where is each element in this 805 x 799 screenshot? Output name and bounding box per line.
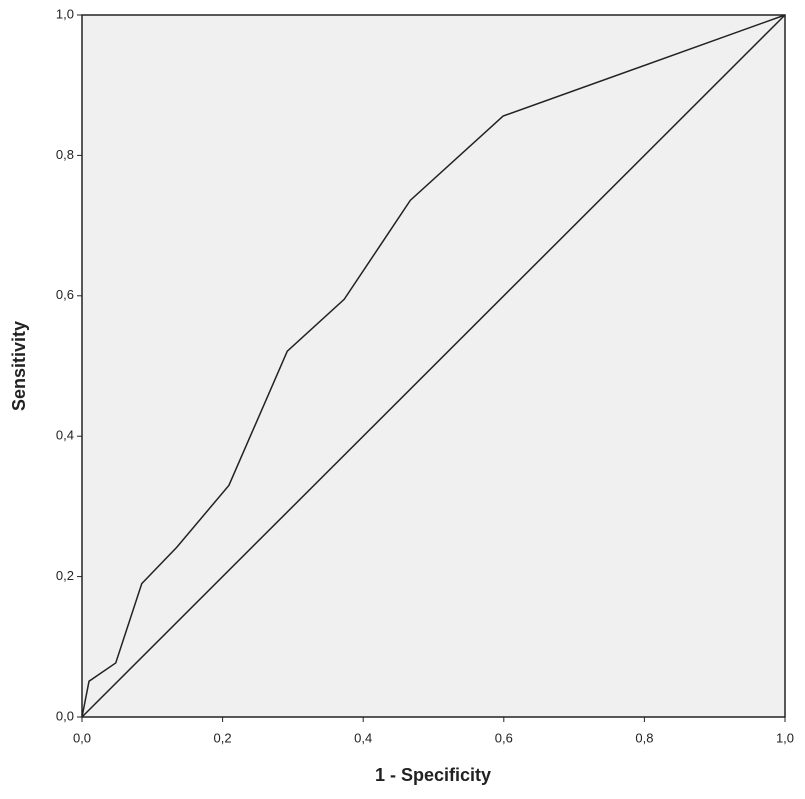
y-tick-label: 0,4 xyxy=(56,428,74,443)
x-tick-label: 0,4 xyxy=(354,730,372,745)
y-tick-label: 0,8 xyxy=(56,147,74,162)
y-tick-label: 0,2 xyxy=(56,568,74,583)
roc-line xyxy=(81,14,786,718)
x-axis-title: 1 - Specificity xyxy=(375,765,491,785)
y-tick-label: 0,0 xyxy=(56,708,74,723)
roc-line xyxy=(81,14,786,718)
x-tick-label: 0,0 xyxy=(73,730,91,745)
x-tick-label: 0,2 xyxy=(214,730,232,745)
y-tick-label: 0,6 xyxy=(56,287,74,302)
y-tick-label: 1,0 xyxy=(56,6,74,21)
y-axis-title: Sensitivity xyxy=(9,321,29,411)
x-tick-label: 1,0 xyxy=(776,730,794,745)
x-tick-label: 0,6 xyxy=(495,730,513,745)
x-tick-label: 0,8 xyxy=(635,730,653,745)
plot-frame xyxy=(81,14,786,718)
